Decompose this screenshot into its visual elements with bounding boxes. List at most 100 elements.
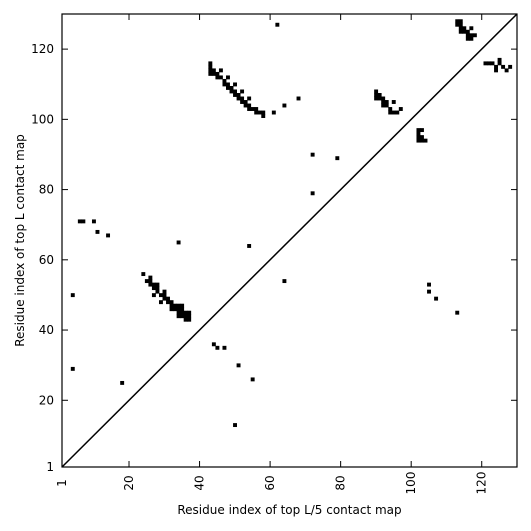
contact-cell bbox=[395, 110, 400, 115]
contact-cell bbox=[469, 33, 474, 38]
contact-cell bbox=[455, 22, 460, 27]
contact-cell bbox=[483, 61, 488, 66]
contact-cell bbox=[211, 342, 216, 347]
contact-cell bbox=[416, 138, 421, 143]
contact-cell bbox=[169, 300, 174, 305]
x-tick-label: 40 bbox=[193, 475, 207, 490]
contact-cell bbox=[254, 107, 259, 111]
y-tick-label: 100 bbox=[31, 112, 54, 126]
contact-cell bbox=[155, 282, 160, 287]
contact-cell bbox=[211, 71, 216, 76]
contact-cell bbox=[176, 303, 181, 308]
contact-cell bbox=[469, 36, 474, 41]
contact-cell bbox=[81, 219, 86, 224]
contact-cell bbox=[458, 22, 463, 27]
contact-cell bbox=[374, 89, 379, 94]
contact-cell bbox=[504, 68, 509, 73]
y-tick-label: 80 bbox=[39, 183, 54, 197]
contact-cell bbox=[377, 96, 382, 101]
contact-cell bbox=[462, 26, 467, 31]
contact-cell bbox=[183, 314, 188, 319]
contact-cell bbox=[180, 307, 185, 312]
contact-cell bbox=[416, 131, 421, 136]
contact-cell bbox=[423, 138, 428, 143]
contact-cell bbox=[391, 100, 396, 104]
contact-cell bbox=[166, 296, 170, 301]
contact-cell bbox=[236, 93, 241, 97]
contact-cell bbox=[275, 22, 280, 27]
contact-cell bbox=[310, 152, 315, 157]
contact-cell bbox=[229, 85, 234, 90]
y-tick-label: 40 bbox=[39, 323, 54, 337]
contact-cell bbox=[218, 68, 223, 73]
contact-cell bbox=[208, 68, 213, 73]
contact-cell bbox=[282, 279, 287, 284]
contact-cell bbox=[271, 110, 276, 115]
contact-cell bbox=[377, 93, 382, 97]
x-axis-title: Residue index of top L/5 contact map bbox=[177, 503, 401, 517]
y-axis-title: Residue index of top L contact map bbox=[13, 134, 27, 347]
contact-cell bbox=[233, 423, 237, 428]
contact-cell bbox=[240, 100, 245, 104]
contact-cell bbox=[490, 61, 495, 66]
contact-cell bbox=[226, 85, 230, 90]
contact-cell bbox=[398, 107, 403, 111]
contact-cell bbox=[261, 114, 266, 118]
contact-cell bbox=[494, 68, 499, 73]
contact-cell bbox=[247, 244, 252, 248]
contact-cell bbox=[335, 156, 340, 161]
contact-cell bbox=[70, 293, 75, 298]
contact-cell bbox=[374, 93, 379, 97]
contact-cell bbox=[211, 68, 216, 73]
contact-cell bbox=[162, 296, 167, 301]
contact-cell bbox=[427, 289, 431, 294]
contact-cell bbox=[151, 282, 156, 287]
contact-cell bbox=[243, 100, 248, 104]
contact-cell bbox=[222, 82, 227, 87]
contact-cell bbox=[455, 310, 460, 315]
contact-cell bbox=[472, 33, 477, 38]
contact-cell bbox=[215, 71, 220, 76]
x-tick-label: 80 bbox=[334, 475, 348, 490]
contact-cell bbox=[233, 89, 237, 94]
contact-cell bbox=[261, 110, 266, 115]
contact-cell bbox=[176, 240, 181, 245]
contact-cell bbox=[166, 300, 170, 305]
contact-cell bbox=[176, 310, 181, 315]
contact-cell bbox=[508, 64, 513, 69]
contact-cell bbox=[420, 135, 424, 140]
contact-cell bbox=[169, 303, 174, 308]
contact-cell bbox=[236, 363, 241, 368]
contact-cell bbox=[247, 96, 252, 101]
contact-cell bbox=[381, 96, 386, 101]
contact-cell bbox=[148, 275, 153, 280]
contact-cell bbox=[158, 293, 163, 298]
axis-ticks bbox=[61, 14, 517, 468]
contact-cell bbox=[162, 293, 167, 298]
contact-cell bbox=[250, 377, 255, 382]
contact-cell bbox=[173, 307, 178, 312]
contact-cell bbox=[95, 229, 100, 234]
x-tick-label: 100 bbox=[404, 472, 418, 495]
contact-cell bbox=[208, 61, 213, 66]
contact-cell bbox=[141, 272, 146, 277]
contact-cell bbox=[384, 100, 389, 104]
y-tick-label: 20 bbox=[39, 393, 54, 407]
contact-cell bbox=[183, 317, 188, 322]
contact-cell bbox=[427, 282, 431, 287]
x-tick-label: 60 bbox=[263, 475, 277, 490]
contact-cell bbox=[176, 314, 181, 319]
contact-cell bbox=[487, 61, 491, 66]
contact-cell bbox=[296, 96, 301, 101]
contact-cell bbox=[381, 103, 386, 108]
contact-cell bbox=[388, 110, 393, 115]
contact-cell bbox=[144, 279, 149, 284]
contact-cell bbox=[218, 75, 223, 80]
contact-cell bbox=[187, 314, 192, 319]
contact-cell bbox=[384, 103, 389, 108]
contact-cell bbox=[155, 286, 160, 291]
contact-cell bbox=[469, 26, 474, 31]
contact-cell bbox=[222, 345, 227, 350]
